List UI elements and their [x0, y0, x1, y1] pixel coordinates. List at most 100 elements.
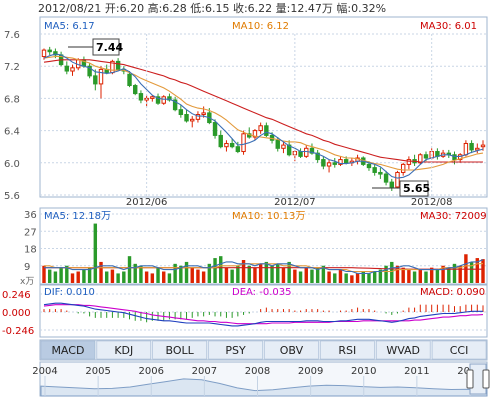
candle-down	[212, 122, 218, 136]
candle-down	[93, 75, 98, 85]
candle-down	[155, 96, 161, 104]
tab-macd[interactable]: MACD	[40, 340, 96, 360]
candle-down	[64, 65, 70, 72]
ma30-line	[43, 59, 483, 163]
volume-bar	[184, 261, 189, 283]
tab-boll[interactable]: BOLL	[152, 340, 207, 360]
candle-down	[298, 151, 303, 157]
candle-down	[372, 167, 377, 173]
price-tick-label: 5.6	[4, 191, 20, 202]
volume-bar	[464, 254, 468, 283]
timeline-left-handle[interactable]	[466, 369, 474, 389]
volume-bar	[344, 273, 348, 283]
candle-up	[224, 142, 229, 148]
quote-header: 2012/08/21 开:6.20 高:6.28 低:6.15 收:6.22 量…	[38, 1, 386, 15]
volume-bar	[65, 265, 69, 283]
volume-bar	[87, 267, 92, 283]
candle-down	[115, 60, 121, 70]
candle-up	[304, 147, 309, 157]
volume-bar	[287, 261, 291, 283]
volume-bar	[207, 263, 212, 283]
vol-ma30-legend: MA30: 72009	[420, 211, 487, 222]
tab-cci[interactable]: CCI	[431, 340, 487, 360]
price-tick-label: 6.4	[4, 127, 20, 138]
tab-background	[376, 340, 431, 360]
tab-psy[interactable]: PSY	[208, 340, 263, 360]
candle-up	[400, 163, 406, 173]
timeline-year-label: 2010	[351, 366, 376, 377]
candle-up	[480, 144, 486, 148]
candle-down	[138, 93, 144, 101]
volume-bar	[167, 273, 172, 283]
volume-bar	[105, 271, 109, 283]
volume-bar	[122, 271, 126, 283]
volume-bar	[315, 267, 320, 283]
volume-bar	[241, 260, 246, 283]
volume-bar	[133, 263, 137, 283]
candle-up	[338, 159, 343, 165]
timeline-right-handle[interactable]	[482, 369, 490, 389]
volume-bar	[412, 271, 417, 283]
ma30-legend: MA30: 6.01	[420, 21, 477, 32]
volume-bar	[327, 271, 331, 283]
volume-bar	[47, 269, 52, 283]
volume-bar	[378, 269, 383, 283]
volume-bar	[333, 273, 337, 283]
candle-down	[332, 162, 337, 165]
candle-up	[457, 154, 463, 161]
price-moving-averages	[43, 53, 484, 179]
candle-down	[383, 173, 389, 183]
volume-bar	[281, 267, 286, 283]
candle-down	[178, 109, 184, 115]
macd-tick-label: -0.246	[2, 326, 34, 337]
tab-label: RSI	[338, 344, 356, 357]
tab-background	[208, 340, 263, 360]
candle-down	[469, 142, 474, 151]
volume-bar	[59, 267, 63, 283]
volume-tick-label: 9	[24, 262, 30, 273]
candle-down	[275, 139, 280, 149]
timeline-year-label: 2011	[404, 366, 429, 377]
low-label: 5.65	[403, 182, 430, 195]
volume-bar	[435, 269, 440, 283]
volume-bar	[469, 261, 474, 283]
tab-obv[interactable]: OBV	[264, 340, 319, 360]
volume-bar	[190, 267, 194, 283]
candle-up	[258, 125, 263, 132]
volume-bar	[441, 265, 445, 283]
tab-rsi[interactable]: RSI	[320, 340, 375, 360]
tab-wvad[interactable]: WVAD	[376, 340, 431, 360]
date-tick-label: 2012/08	[411, 197, 453, 208]
date-axis-ticks: 2012/06 2012/07 2012/08	[126, 34, 453, 208]
volume-bar	[127, 256, 132, 283]
volume-bar	[139, 265, 143, 283]
volume-bar	[150, 273, 155, 283]
price-tick-label: 6.0	[4, 159, 20, 170]
candle-down	[53, 51, 58, 56]
volume-bar	[310, 269, 314, 283]
tab-background	[40, 340, 96, 360]
vol-ma5-legend: MA5: 12.18万	[44, 211, 111, 222]
volume-bar	[361, 271, 365, 283]
vol-ma10-legend: MA10: 10.13万	[232, 211, 305, 222]
candle-up	[395, 171, 400, 188]
volume-tick-label: 36	[24, 210, 37, 221]
candle-down	[378, 171, 383, 175]
candle-down	[47, 49, 52, 53]
volume-bar	[372, 271, 377, 283]
macd-tick-label: 0.246	[2, 290, 31, 301]
tab-label: OBV	[280, 344, 304, 357]
price-tick-label: 7.6	[4, 30, 20, 41]
candle-down	[218, 134, 223, 148]
date-tick-label: 2012/07	[274, 197, 316, 208]
dea-legend: DEA: -0.035	[232, 287, 291, 298]
volume-bar	[82, 269, 86, 283]
tab-kdj[interactable]: KDJ	[96, 340, 151, 360]
candle-down	[264, 125, 269, 136]
indicator-tabs-bar	[39, 339, 488, 361]
candle-down	[133, 85, 138, 95]
candle-up	[281, 144, 286, 149]
volume-bar	[156, 267, 160, 283]
